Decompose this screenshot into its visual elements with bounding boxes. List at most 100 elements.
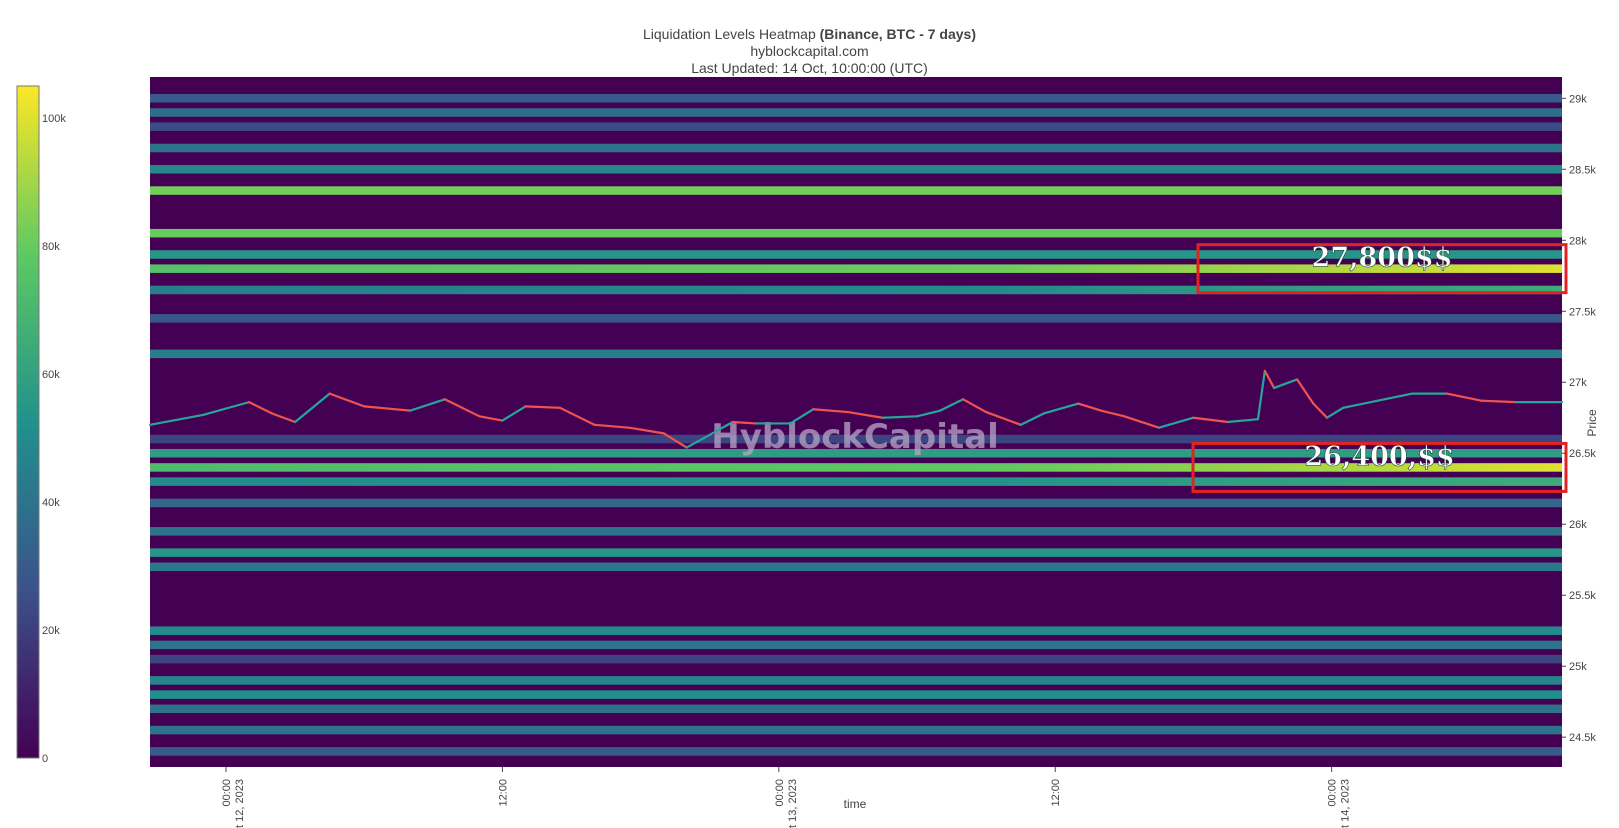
chart-title-main: Liquidation Levels Heatmap [642,26,820,42]
annotation-box [1196,243,1568,295]
colorbar-tick-label: 100k [42,113,66,125]
price-segment [1342,399,1379,409]
price-segment [731,420,757,425]
heatmap-band [150,94,1562,103]
price-segment [1480,399,1518,404]
colorbar-ticks: 0 20k 40k 60k 80k 100k [42,113,66,765]
y-tick-label: 27k [1569,377,1587,389]
heatmap-band [150,725,1562,735]
chart-subtitle-site: hyblockcapital.com [750,43,869,59]
price-series [148,369,1564,449]
heatmap-band [150,640,1562,650]
heatmap-band [150,527,1562,536]
x-tick-date-label: Oct 12, 2023 [234,779,246,828]
price-segment [708,420,734,436]
x-tick-label: 12:00 [497,779,509,807]
heatmap-band [150,690,1562,699]
heatmap-band [150,448,1562,458]
heatmap-band [150,676,1562,685]
price-segment [846,410,884,419]
chart-title: Liquidation Levels Heatmap (Binance, BTC… [0,26,1619,42]
heatmap-band [150,314,1562,323]
price-segment [1100,409,1126,418]
price-segment [328,392,366,408]
y-tick-label: 25.5k [1569,590,1596,602]
price-segment [270,412,297,424]
heatmap-band [150,228,1562,238]
price-segment [478,415,504,422]
colorbar-tick-label: 40k [42,497,60,509]
y-axis-label: Price [1585,409,1599,437]
price-segment [294,392,331,424]
price-segment [662,432,688,449]
price-segment [789,408,815,425]
price-segment [1272,378,1299,390]
x-tick-date-label: Oct 13, 2023 [787,779,799,828]
colorbar-tick-label: 80k [42,241,60,253]
colorbar-tick-label: 20k [42,625,60,637]
x-tick-date-label: Oct 14, 2023 [1340,779,1352,828]
price-segment [201,401,251,417]
price-segment [812,408,850,414]
heatmap-band [150,704,1562,714]
colorbar-tick-label: 0 [42,753,48,765]
y-tick-label: 24.5k [1569,732,1596,744]
price-segment [962,398,988,414]
x-tick-label: 12:00 [1050,779,1062,807]
price-segment [1263,369,1276,390]
heatmap-band [150,548,1562,557]
x-tick-label: 00:00 [774,779,786,807]
price-segment [1157,416,1195,429]
heatmap-band [150,562,1562,572]
heatmap-band [150,264,1562,273]
heatmap-band [150,626,1562,635]
annotations: 27,800$$ 26,400,$$ [1191,242,1568,493]
heatmap-band [150,165,1562,174]
y-tick-label: 27.5k [1569,306,1596,318]
annotation-label: 27,800$$ [1312,243,1453,274]
heatmap-band [150,654,1562,664]
chart-title-bold: (Binance, BTC - 7 days) [819,26,977,42]
y-axis-ticks: 29k 28.5k 28k 27.5k 27k 26.5k 26k 25.5k 25k 24.5k [1562,93,1596,744]
price-segment [685,433,711,449]
y-tick-label: 25k [1569,661,1587,673]
colorbar-tick-label: 60k [42,369,60,381]
heatmap-band [150,108,1562,117]
price-segment [1376,392,1414,402]
x-axis-ticks: 00:00 Oct 12, 2023 12:00 00:00 Oct 13, 2023 1… [221,767,1352,828]
heatmap-bands [150,94,1562,756]
x-tick-label: 00:00 [221,779,233,807]
heatmap-band [150,122,1562,131]
y-tick-label: 26.5k [1569,448,1596,460]
price-segment [1325,406,1345,419]
price-segment [628,426,665,435]
heatmap-band [150,143,1562,153]
x-axis-label: time [844,797,867,811]
heatmap-band [150,463,1562,472]
price-segment [524,405,562,409]
price-segment [1019,412,1045,426]
price-segment [363,405,412,412]
price-segment [1312,402,1329,419]
price-segment [985,410,1022,426]
heatmap-band [150,285,1562,295]
heatmap-band [150,477,1562,486]
heatmap-band [150,250,1562,259]
heatmap-band [150,434,1562,444]
price-segment [501,405,527,422]
y-tick-label: 28.5k [1569,164,1596,176]
price-segment [1077,402,1103,412]
y-tick-label: 28k [1569,235,1587,247]
heatmap-band [150,349,1562,359]
annotation-box [1191,441,1568,493]
heatmap-band [150,186,1562,195]
heatmap-band [150,498,1562,508]
price-segment [1296,378,1315,405]
y-tick-label: 29k [1569,93,1587,105]
heatmap-band [150,747,1562,756]
chart-subtitle-updated: Last Updated: 14 Oct, 10:00:00 (UTC) [691,60,928,76]
price-segment [148,413,205,426]
price-segment [443,398,481,418]
x-tick-label: 00:00 [1327,779,1339,807]
